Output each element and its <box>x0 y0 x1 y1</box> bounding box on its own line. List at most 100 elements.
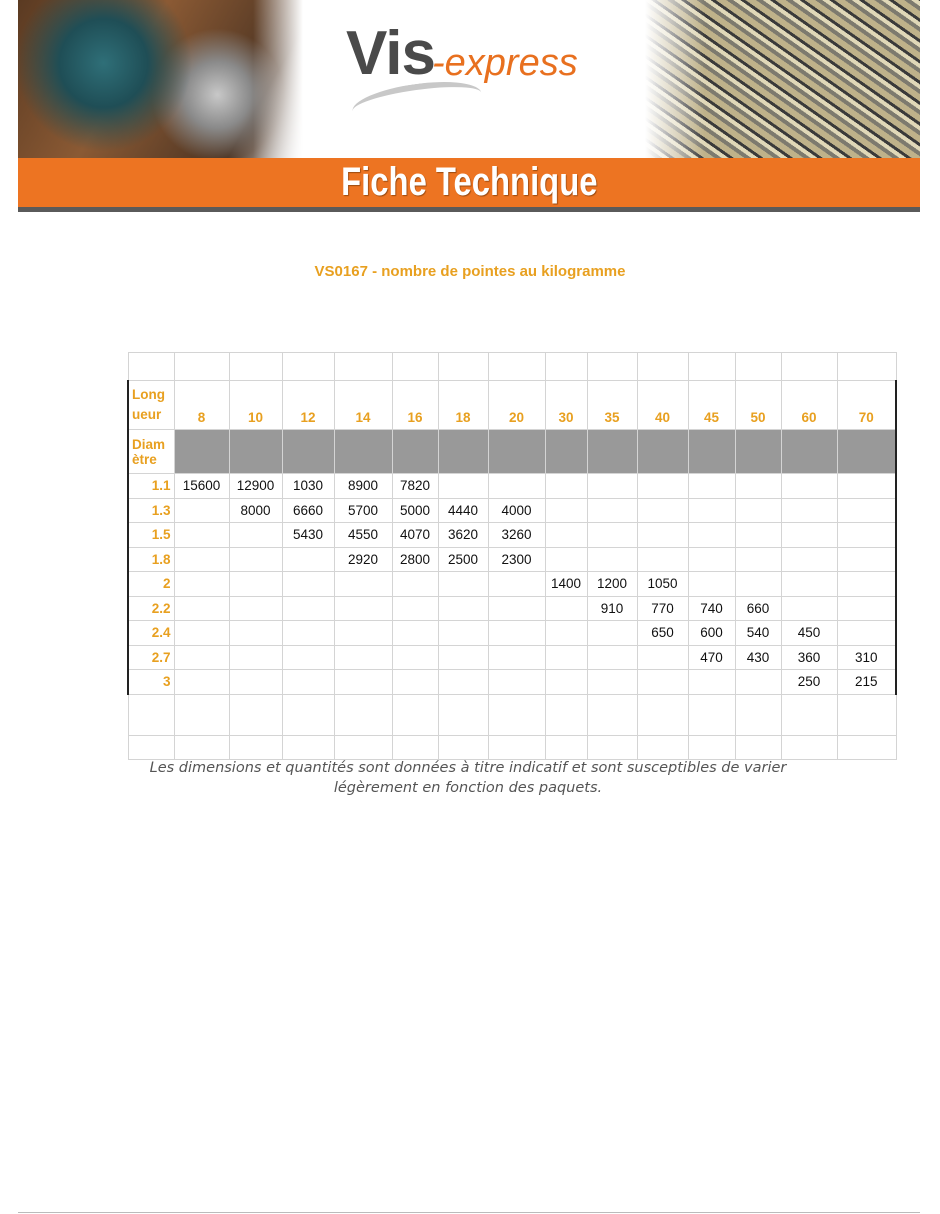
empty-row <box>127 352 897 381</box>
count-cell: 1030 <box>281 473 335 499</box>
length-header: 8 <box>173 380 230 430</box>
length-header: 35 <box>586 380 638 430</box>
empty-cell <box>437 734 489 760</box>
count-cell <box>487 669 546 695</box>
gray-cell <box>333 429 393 474</box>
count-cell <box>836 473 897 499</box>
banner-title: Fiche Technique <box>340 160 598 204</box>
count-cell <box>687 497 736 523</box>
count-cell <box>780 522 838 548</box>
empty-cell <box>780 352 838 381</box>
count-cell <box>437 644 489 670</box>
count-cell <box>836 522 897 548</box>
count-cell: 770 <box>636 595 689 621</box>
count-cell <box>437 571 489 597</box>
specs-table: Long ueur 8 10 12 14 16 18 20 30 35 40 45 50 60 70 Diam è… <box>127 352 897 760</box>
empty-cell <box>734 734 782 760</box>
count-cell <box>636 546 689 572</box>
count-cell: 4070 <box>391 522 439 548</box>
count-cell <box>687 571 736 597</box>
count-cell: 7820 <box>391 473 439 499</box>
count-cell <box>544 522 588 548</box>
count-cell <box>586 546 638 572</box>
count-cell <box>281 546 335 572</box>
empty-cell <box>586 693 638 736</box>
empty-cell <box>391 693 439 736</box>
disclaimer-note: Les dimensions et quantités sont données… <box>149 760 787 796</box>
count-cell <box>734 473 782 499</box>
count-cell: 6660 <box>281 497 335 523</box>
count-cell <box>228 644 283 670</box>
document-title: VS0167 - nombre de pointes au kilogramme <box>314 263 626 280</box>
count-cell <box>636 497 689 523</box>
count-cell <box>586 473 638 499</box>
gray-cell <box>391 429 439 474</box>
gray-cell <box>780 429 838 474</box>
count-cell <box>487 571 546 597</box>
count-cell: 3260 <box>487 522 546 548</box>
empty-cell <box>173 352 230 381</box>
count-cell: 600 <box>687 620 736 646</box>
count-cell <box>228 522 283 548</box>
empty-cell <box>228 352 283 381</box>
count-cell: 3620 <box>437 522 489 548</box>
count-cell <box>780 473 838 499</box>
diameter-value: 1.1 <box>127 473 175 499</box>
empty-cell <box>173 693 230 736</box>
count-cell: 2800 <box>391 546 439 572</box>
count-cell <box>836 571 897 597</box>
workshop-photo <box>18 0 303 158</box>
count-cell: 12900 <box>228 473 283 499</box>
count-cell <box>173 497 230 523</box>
count-cell: 740 <box>687 595 736 621</box>
count-cell: 910 <box>586 595 638 621</box>
count-cell <box>544 546 588 572</box>
length-header: 12 <box>281 380 335 430</box>
empty-cell <box>391 734 439 760</box>
count-cell <box>281 620 335 646</box>
count-cell <box>437 669 489 695</box>
count-cell: 5700 <box>333 497 393 523</box>
empty-cell <box>780 693 838 736</box>
footer-divider <box>18 1212 920 1213</box>
empty-cell <box>544 693 588 736</box>
count-cell <box>228 620 283 646</box>
empty-row <box>127 693 897 736</box>
empty-cell <box>586 352 638 381</box>
count-cell <box>734 522 782 548</box>
empty-cell <box>544 352 588 381</box>
empty-cell <box>333 352 393 381</box>
gray-cell <box>636 429 689 474</box>
count-cell <box>544 473 588 499</box>
gray-cell <box>734 429 782 474</box>
diameter-value: 2.2 <box>127 595 175 621</box>
count-cell <box>228 546 283 572</box>
count-cell: 450 <box>780 620 838 646</box>
count-cell <box>780 497 838 523</box>
empty-cell <box>687 734 736 760</box>
count-cell: 540 <box>734 620 782 646</box>
count-cell <box>836 497 897 523</box>
count-cell <box>228 669 283 695</box>
gray-cell <box>281 429 335 474</box>
diameter-value: 1.8 <box>127 546 175 572</box>
count-cell <box>636 644 689 670</box>
empty-cell <box>281 352 335 381</box>
count-cell: 215 <box>836 669 897 695</box>
count-cell <box>636 669 689 695</box>
gray-cell <box>544 429 588 474</box>
count-cell <box>586 669 638 695</box>
count-cell <box>687 522 736 548</box>
empty-cell <box>437 352 489 381</box>
empty-cell <box>437 693 489 736</box>
diameter-label: Diam ètre <box>127 429 175 474</box>
count-cell <box>780 546 838 572</box>
empty-cell <box>228 693 283 736</box>
empty-cell <box>687 352 736 381</box>
count-cell <box>391 595 439 621</box>
count-cell: 430 <box>734 644 782 670</box>
count-cell <box>391 571 439 597</box>
empty-cell <box>333 734 393 760</box>
empty-cell <box>281 734 335 760</box>
count-cell <box>173 595 230 621</box>
